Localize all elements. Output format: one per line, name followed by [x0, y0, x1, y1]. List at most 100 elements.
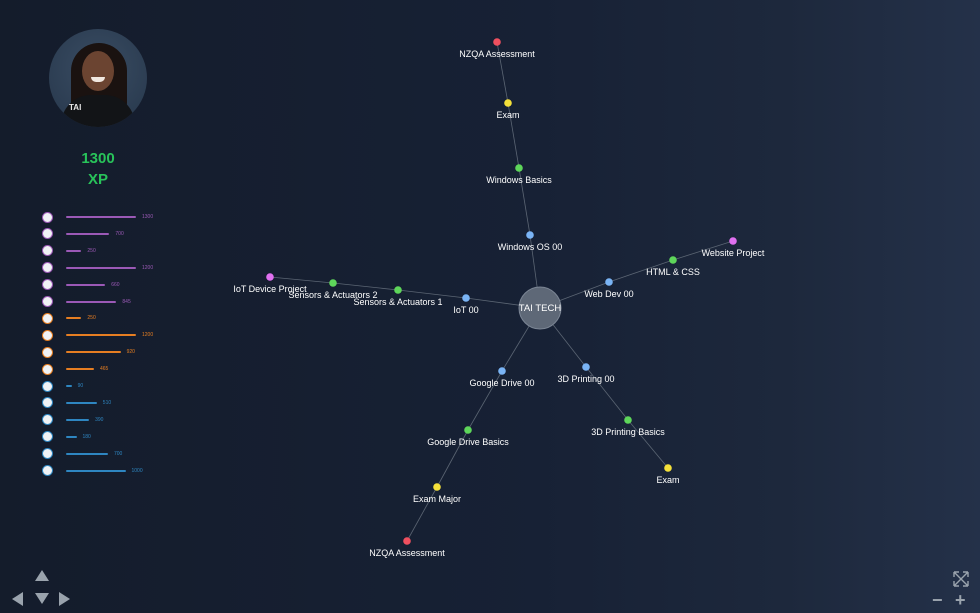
zoom-out-button[interactable]: − — [932, 590, 943, 610]
skill-value: 510 — [102, 399, 112, 406]
graph-node-dot — [266, 273, 274, 281]
skill-progress-bar — [66, 469, 126, 472]
graph-node-win-basics[interactable]: Windows Basics — [486, 164, 552, 185]
graph-node-label: Exam — [496, 110, 519, 120]
skill-progress-bar — [66, 283, 106, 286]
skill-progress-bar — [66, 317, 82, 320]
graph-node-sens2[interactable]: Sensors & Actuators 2 — [288, 279, 378, 300]
graph-node-dot — [329, 279, 337, 287]
skill-value: 1000 — [131, 467, 143, 474]
skill-badge-icon[interactable] — [42, 245, 53, 257]
skill-progress-bar — [66, 401, 97, 404]
skill-progress-bar — [66, 351, 121, 354]
graph-node-htmlcss[interactable]: HTML & CSS — [646, 256, 700, 277]
graph-node-gexam[interactable]: Exam Major — [413, 483, 461, 504]
graph-node-dot — [504, 99, 512, 107]
skill-value: 1300 — [142, 214, 154, 220]
graph-edge — [332, 282, 399, 291]
skill-badge-icon[interactable] — [42, 228, 53, 240]
skill-badge-icon[interactable] — [42, 397, 53, 409]
skill-value: 1200 — [142, 264, 154, 271]
graph-node-label: Windows Basics — [486, 175, 552, 185]
graph-node-p3dexam[interactable]: Exam — [656, 464, 680, 485]
skill-badge-icon[interactable] — [42, 346, 53, 358]
skill-progress-bar — [66, 216, 136, 218]
graph-node-dot — [669, 256, 677, 264]
skill-progress-bar — [66, 435, 77, 438]
zoom-in-button[interactable]: + — [955, 590, 966, 610]
graph-node-label: Exam — [656, 475, 679, 485]
graph-node-iot[interactable]: IoT 00 — [453, 294, 479, 315]
skill-value: 700 — [115, 230, 124, 237]
profile-avatar[interactable]: TAI — [49, 29, 147, 127]
graph-edge — [672, 240, 734, 261]
graph-node-dot — [433, 483, 441, 491]
graph-node-label: 3D Printing Basics — [591, 427, 665, 437]
skill-badge-icon[interactable] — [42, 329, 53, 341]
skill-badge-icon[interactable] — [42, 431, 53, 443]
graph-node-dot — [403, 537, 411, 545]
skill-badge-icon[interactable] — [42, 363, 53, 375]
graph-node-gnzqa[interactable]: NZQA Assessment — [369, 537, 445, 558]
skill-badge-icon[interactable] — [42, 262, 53, 274]
graph-node-webdev[interactable]: Web Dev 00 — [584, 278, 634, 299]
graph-node-label: Website Project — [702, 248, 765, 258]
xp-display: 1300 XP — [49, 148, 147, 190]
graph-node-label: IoT Device Project — [233, 284, 307, 294]
avatar-jacket — [61, 95, 135, 127]
graph-node-win-exam[interactable]: Exam — [496, 99, 520, 120]
skill-badge-icon[interactable] — [42, 414, 53, 426]
graph-node-label: Google Drive 00 — [469, 378, 534, 388]
graph-node-p3dbasics[interactable]: 3D Printing Basics — [591, 416, 665, 437]
graph-edge — [467, 370, 503, 431]
graph-node-label: Exam Major — [413, 494, 461, 504]
graph-edge — [608, 259, 674, 283]
graph-nodes: Windows OS 00 Windows Basics Exam NZQA Asse… — [233, 38, 765, 558]
skill-progress-bar — [66, 418, 90, 421]
graph-node-iotproj[interactable]: IoT Device Project — [233, 273, 307, 294]
graph-node-dot — [462, 294, 470, 302]
graph-node-label: NZQA Assessment — [369, 548, 445, 558]
avatar-jacket-logo: TAI — [69, 103, 82, 112]
skill-badge-icon[interactable] — [42, 380, 53, 392]
center-node-circle — [518, 286, 562, 330]
graph-node-label: Sensors & Actuators 2 — [288, 290, 377, 300]
graph-node-label: Sensors & Actuators 1 — [353, 297, 442, 307]
pan-up-button[interactable] — [35, 570, 49, 581]
skill-progress-bar — [66, 249, 82, 252]
graph-node-sens1[interactable]: Sensors & Actuators 1 — [353, 286, 443, 307]
graph-node-label: Windows OS 00 — [498, 242, 563, 252]
graph-node-print3d[interactable]: 3D Printing 00 — [557, 363, 615, 384]
graph-node-dot — [515, 164, 523, 172]
graph-node-dot — [605, 278, 613, 286]
graph-node-webproj[interactable]: Website Project — [702, 237, 765, 258]
graph-node-win-os[interactable]: Windows OS 00 — [498, 231, 563, 252]
graph-edge — [507, 102, 520, 169]
skill-value: 90 — [77, 383, 84, 389]
skill-badge-icon[interactable] — [42, 465, 53, 476]
skill-badge-icon[interactable] — [42, 312, 53, 324]
pan-left-button[interactable] — [12, 592, 23, 606]
graph-node-label: HTML & CSS — [646, 267, 700, 277]
fit-to-screen-icon[interactable] — [953, 571, 969, 587]
center-node[interactable]: TAI TECH — [518, 286, 562, 330]
skill-value: 250 — [87, 315, 96, 322]
skill-progress-bar — [66, 266, 136, 269]
graph-node-gdrive[interactable]: Google Drive 00 — [469, 367, 535, 388]
pan-right-button[interactable] — [59, 592, 70, 606]
skill-badge-icon[interactable] — [42, 448, 53, 460]
graph-node-win-nzqa[interactable]: NZQA Assessment — [459, 38, 535, 59]
graph-node-label: IoT 00 — [453, 305, 478, 315]
skill-badge-icon[interactable] — [42, 279, 53, 291]
graph-edge — [397, 289, 467, 299]
graph-node-gbasics[interactable]: Google Drive Basics — [427, 426, 509, 447]
skill-badge-icon[interactable] — [42, 211, 53, 223]
graph-edge — [406, 486, 438, 542]
graph-node-dot — [526, 231, 534, 239]
avatar-face — [82, 51, 114, 91]
skill-badge-icon[interactable] — [42, 296, 53, 307]
skill-progress-bar — [66, 232, 110, 235]
pan-down-button[interactable] — [35, 593, 49, 604]
skill-value: 700 — [114, 450, 123, 457]
